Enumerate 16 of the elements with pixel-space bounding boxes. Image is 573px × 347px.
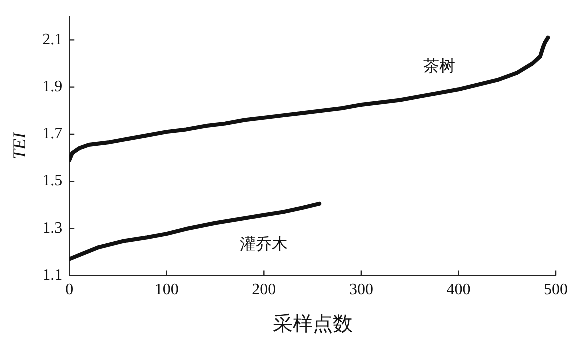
x-tick-label: 400 — [446, 282, 471, 299]
y-tick-label: 1.9 — [42, 78, 63, 96]
series-label: 灌乔木 — [240, 235, 288, 254]
x-tick-label: 0 — [66, 282, 74, 299]
x-tick-label: 200 — [252, 282, 276, 299]
x-tick-label: 100 — [154, 282, 179, 299]
x-tick-label: 500 — [544, 282, 568, 299]
y-tick-label: 1.1 — [42, 267, 63, 284]
y-tick-label: 2.1 — [42, 31, 63, 48]
series-label: 茶树 — [423, 57, 456, 76]
y-axis-title: TEI — [10, 132, 30, 160]
x-tick-label: 300 — [349, 282, 374, 299]
x-axis-title: 采样点数 — [272, 313, 353, 336]
y-tick-label: 1.7 — [42, 126, 63, 143]
y-tick-label: 1.5 — [42, 172, 63, 190]
y-tick-label: 1.3 — [42, 220, 63, 237]
